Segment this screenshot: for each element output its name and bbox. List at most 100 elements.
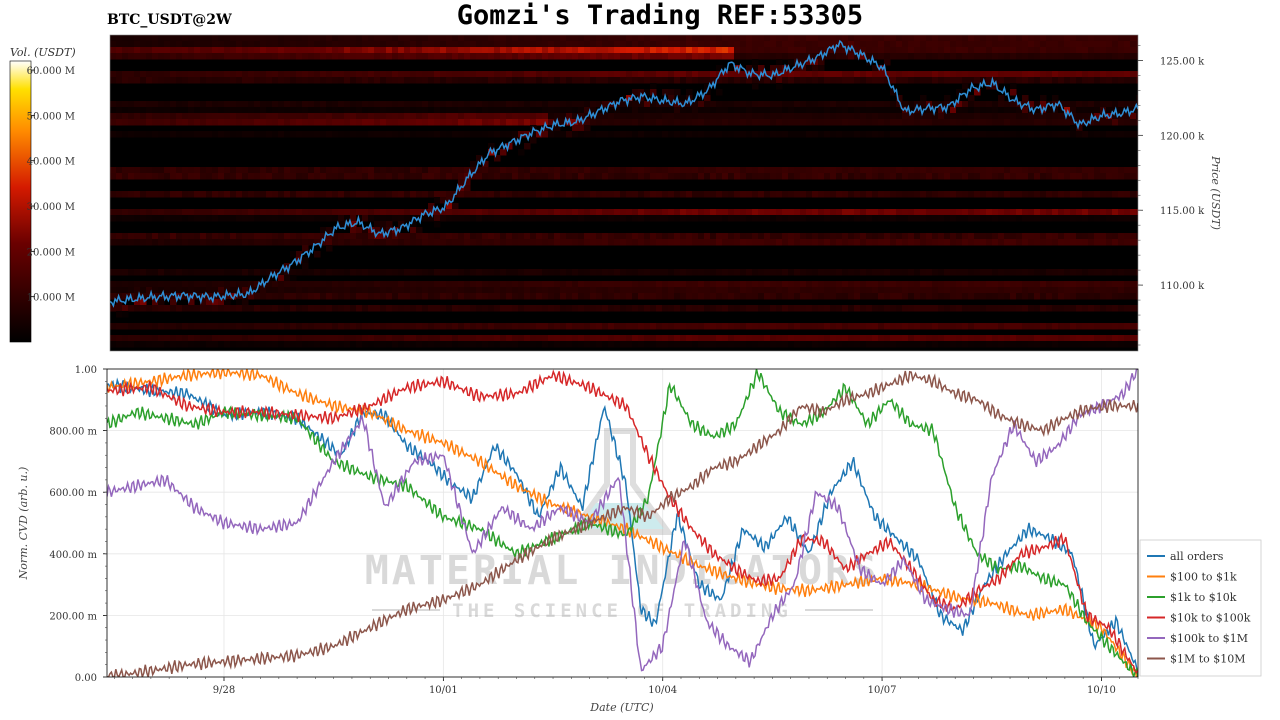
heatmap-cell <box>290 287 297 294</box>
heatmap-cell <box>410 131 417 138</box>
heatmap-cell <box>872 239 879 246</box>
heatmap-cell <box>932 293 939 300</box>
heatmap-cell <box>110 119 117 126</box>
heatmap-cell <box>1088 131 1095 138</box>
heatmap-cell <box>404 47 411 54</box>
heatmap-cell <box>632 215 639 222</box>
heatmap-cell <box>518 335 525 342</box>
heatmap-cell <box>1106 119 1113 126</box>
heatmap-cell <box>122 287 129 294</box>
heatmap-cell <box>446 323 453 330</box>
heatmap-cell <box>746 335 753 342</box>
heatmap-cell <box>440 77 447 84</box>
heatmap-cell <box>212 107 219 114</box>
heatmap-cell <box>110 167 117 174</box>
heatmap-cell <box>986 167 993 174</box>
heatmap-cell <box>1100 233 1107 240</box>
heatmap-cell <box>134 305 141 312</box>
heatmap-cell <box>902 77 909 84</box>
heatmap-cell <box>716 287 723 294</box>
heatmap-cell <box>194 239 201 246</box>
heatmap-cell <box>194 173 201 180</box>
heatmap-cell <box>170 269 177 276</box>
heatmap-cell <box>170 101 177 108</box>
heatmap-cell <box>566 53 573 60</box>
heatmap-cell <box>542 191 549 198</box>
heatmap-cell <box>944 119 951 126</box>
heatmap-cell <box>800 59 807 66</box>
heatmap-cell <box>488 287 495 294</box>
heatmap-cell <box>770 41 777 48</box>
heatmap-cell <box>506 335 513 342</box>
heatmap-cell <box>428 107 435 114</box>
heatmap-cell <box>614 167 621 174</box>
heatmap-cell <box>1088 335 1095 342</box>
heatmap-cell <box>128 335 135 342</box>
heatmap-cell <box>122 323 129 330</box>
heatmap-cell <box>350 233 357 240</box>
heatmap-cell <box>392 323 399 330</box>
heatmap-cell <box>710 209 717 216</box>
heatmap-cell <box>290 269 297 276</box>
heatmap-cell <box>290 41 297 48</box>
heatmap-cell <box>1010 83 1017 90</box>
heatmap-cell <box>758 77 765 84</box>
heatmap-cell <box>620 131 627 138</box>
heatmap-cell <box>134 323 141 330</box>
heatmap-cell <box>446 107 453 114</box>
heatmap-cell <box>716 335 723 342</box>
heatmap-cell <box>278 167 285 174</box>
heatmap-cell <box>860 239 867 246</box>
heatmap-cell <box>392 173 399 180</box>
heatmap-cell <box>890 41 897 48</box>
heatmap-cell <box>560 215 567 222</box>
heatmap-cell <box>968 269 975 276</box>
legend-box <box>1139 539 1262 677</box>
heatmap-cell <box>542 77 549 84</box>
heatmap-cell <box>950 335 957 342</box>
heatmap-cell <box>926 341 933 348</box>
heatmap-cell <box>1088 305 1095 312</box>
heatmap-cell <box>536 47 543 54</box>
heatmap-cell <box>1004 209 1011 216</box>
heatmap-cell <box>212 191 219 198</box>
heatmap-cell <box>782 281 789 288</box>
heatmap-cell <box>410 233 417 240</box>
heatmap-cell <box>608 35 615 42</box>
heatmap-cell <box>530 215 537 222</box>
heatmap-cell <box>392 35 399 42</box>
heatmap-cell <box>692 53 699 60</box>
heatmap-cell <box>326 239 333 246</box>
heatmap-cell <box>716 119 723 126</box>
heatmap-cell <box>320 227 327 234</box>
heatmap-cell <box>560 281 567 288</box>
heatmap-cell <box>938 323 945 330</box>
heatmap-cell <box>878 269 885 276</box>
heatmap-cell <box>950 71 957 78</box>
heatmap-cell <box>542 215 549 222</box>
heatmap-cell <box>656 287 663 294</box>
heatmap-cell <box>1028 341 1035 348</box>
heatmap-cell <box>800 131 807 138</box>
heatmap-cell <box>140 239 147 246</box>
heatmap-cell <box>152 53 159 60</box>
heatmap-cell <box>698 287 705 294</box>
heatmap-cell <box>740 269 747 276</box>
heatmap-cell <box>560 113 567 120</box>
heatmap-cell <box>620 107 627 114</box>
heatmap-cell <box>830 335 837 342</box>
heatmap-cell <box>836 335 843 342</box>
heatmap-cell <box>680 41 687 48</box>
heatmap-cell <box>428 305 435 312</box>
heatmap-cell <box>1106 323 1113 330</box>
heatmap-cell <box>896 95 903 102</box>
heatmap-cell <box>962 113 969 120</box>
heatmap-cell <box>782 119 789 126</box>
heatmap-cell <box>410 221 417 228</box>
heatmap-cell <box>1046 47 1053 54</box>
heatmap-cell <box>968 53 975 60</box>
heatmap-cell <box>902 107 909 114</box>
heatmap-cell <box>752 305 759 312</box>
heatmap-cell <box>824 341 831 348</box>
heatmap-cell <box>440 53 447 60</box>
